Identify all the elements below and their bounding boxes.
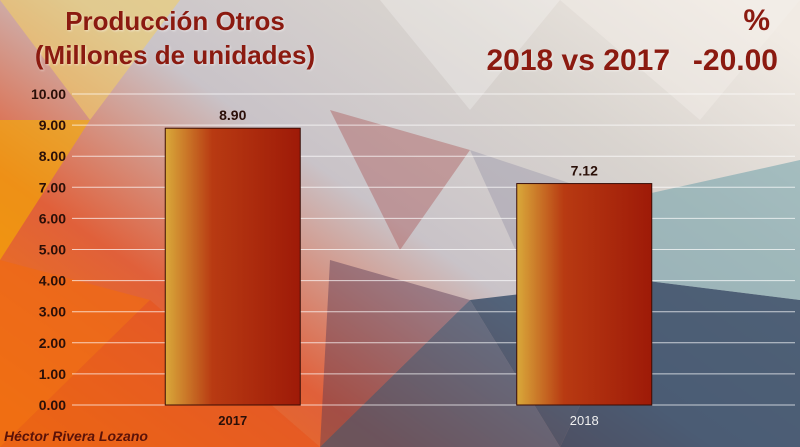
percent-value: -20.00 — [692, 44, 778, 77]
data-labels: 8.90 7.12 — [219, 107, 598, 178]
data-label-2017: 8.90 — [219, 107, 246, 123]
bar-2017 — [164, 127, 301, 406]
y-axis-ticks: 0.00 1.00 2.00 3.00 4.00 5.00 6.00 7.00 8.00 9.00… — [31, 86, 66, 413]
author-credit: Héctor Rivera Lozano — [4, 428, 148, 444]
y-tick-label: 10.00 — [31, 86, 66, 102]
y-tick-label: 8.00 — [39, 148, 66, 164]
y-tick-label: 5.00 — [39, 242, 66, 258]
chart-title-line2: (Millones de unidades) — [34, 40, 316, 70]
x-tick-label-2018: 2018 — [570, 413, 599, 428]
data-label-2018: 7.12 — [571, 163, 598, 179]
bar-2018 — [516, 183, 653, 406]
percent-symbol: % — [743, 4, 770, 37]
y-tick-label: 1.00 — [39, 366, 66, 382]
y-tick-label: 2.00 — [39, 335, 66, 351]
x-axis-ticks: 2017 2018 — [218, 413, 598, 428]
y-tick-label: 4.00 — [39, 273, 66, 289]
y-tick-label: 6.00 — [39, 210, 66, 226]
bars — [164, 127, 653, 406]
y-tick-label: 0.00 — [39, 397, 66, 413]
comparison-text: 2018 vs 2017 — [486, 44, 670, 77]
chart-title-line1: Producción Otros — [65, 6, 285, 36]
x-tick-label-2017: 2017 — [218, 413, 247, 428]
chart-title: Producción Otros (Millones de unidades) — [14, 4, 336, 72]
comparison-label: 2018 vs 2017 — [486, 44, 670, 78]
y-tick-label: 9.00 — [39, 117, 66, 133]
y-tick-label: 7.00 — [39, 179, 66, 195]
y-tick-label: 3.00 — [39, 304, 66, 320]
